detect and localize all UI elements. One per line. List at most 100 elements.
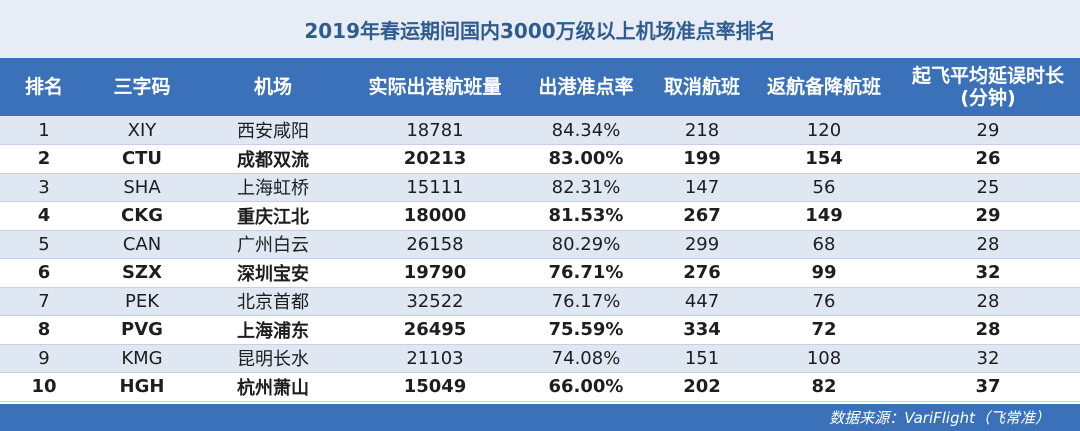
- cell-rank: 5: [0, 230, 88, 259]
- cell-ontime: 84.34%: [520, 116, 652, 145]
- table-row: 2 CTU 成都双流 20213 83.00% 199 154 26: [0, 144, 1080, 174]
- header-rank: 排名: [24, 76, 63, 98]
- cell-airport: 深圳宝安: [196, 258, 350, 288]
- cell-ontime: 82.31%: [520, 173, 652, 202]
- cell-airport: 昆明长水: [196, 344, 350, 373]
- header-delay-line2: (分钟): [960, 87, 1016, 109]
- cell-rank: 2: [0, 144, 88, 174]
- table-body: 1 XIY 西安咸阳 18781 84.34% 218 120 29 2 CTU 成都双流 20213…: [0, 116, 1080, 402]
- cell-airport: 北京首都: [196, 287, 350, 316]
- cell-diverted: 99: [752, 258, 896, 288]
- header-delay: 起飞平均延误时长 (分钟): [896, 58, 1080, 116]
- cell-cancelled: 199: [652, 144, 752, 174]
- header-delay-line1: 起飞平均延误时长: [911, 65, 1064, 87]
- cell-code: PEK: [88, 287, 196, 316]
- table-row: 1 XIY 西安咸阳 18781 84.34% 218 120 29: [0, 116, 1080, 145]
- cell-delay: 28: [896, 287, 1080, 316]
- cell-rank: 6: [0, 258, 88, 288]
- cell-ontime: 81.53%: [520, 201, 652, 231]
- cell-delay: 37: [896, 372, 1080, 402]
- cell-code: HGH: [88, 372, 196, 402]
- cell-diverted: 68: [752, 230, 896, 259]
- cell-rank: 3: [0, 173, 88, 202]
- cell-flights: 18000: [350, 201, 520, 231]
- cell-delay: 25: [896, 173, 1080, 202]
- cell-cancelled: 218: [652, 116, 752, 145]
- header-code: 三字码: [113, 76, 171, 98]
- cell-delay: 32: [896, 258, 1080, 288]
- cell-code: SZX: [88, 258, 196, 288]
- cell-cancelled: 447: [652, 287, 752, 316]
- source-footer: 数据来源：VariFlight（飞常准）: [0, 404, 1080, 431]
- cell-flights: 32522: [350, 287, 520, 316]
- cell-ontime: 74.08%: [520, 344, 652, 373]
- cell-rank: 10: [0, 372, 88, 402]
- table-row: 5 CAN 广州白云 26158 80.29% 299 68 28: [0, 230, 1080, 259]
- cell-code: CKG: [88, 201, 196, 231]
- cell-cancelled: 267: [652, 201, 752, 231]
- cell-code: SHA: [88, 173, 196, 202]
- cell-airport: 杭州萧山: [196, 372, 350, 402]
- cell-cancelled: 334: [652, 315, 752, 345]
- cell-code: CTU: [88, 144, 196, 174]
- cell-delay: 29: [896, 116, 1080, 145]
- table-title: 2019年春运期间国内3000万级以上机场准点率排名: [0, 0, 1080, 58]
- header-airport: 机场: [253, 76, 292, 98]
- cell-ontime: 83.00%: [520, 144, 652, 174]
- header-diverted: 返航备降航班: [766, 76, 881, 98]
- cell-cancelled: 151: [652, 344, 752, 373]
- cell-flights: 15111: [350, 173, 520, 202]
- cell-delay: 28: [896, 315, 1080, 345]
- cell-ontime: 75.59%: [520, 315, 652, 345]
- cell-diverted: 149: [752, 201, 896, 231]
- header-flights: 实际出港航班量: [368, 76, 502, 98]
- cell-cancelled: 147: [652, 173, 752, 202]
- cell-cancelled: 202: [652, 372, 752, 402]
- cell-airport: 上海浦东: [196, 315, 350, 345]
- cell-flights: 18781: [350, 116, 520, 145]
- cell-delay: 28: [896, 230, 1080, 259]
- table-row: 6 SZX 深圳宝安 19790 76.71% 276 99 32: [0, 258, 1080, 288]
- cell-diverted: 108: [752, 344, 896, 373]
- cell-code: CAN: [88, 230, 196, 259]
- cell-ontime: 80.29%: [520, 230, 652, 259]
- cell-airport: 上海虹桥: [196, 173, 350, 202]
- cell-flights: 21103: [350, 344, 520, 373]
- cell-code: KMG: [88, 344, 196, 373]
- cell-delay: 29: [896, 201, 1080, 231]
- cell-diverted: 120: [752, 116, 896, 145]
- header-ontime: 出港准点率: [538, 76, 634, 98]
- cell-cancelled: 299: [652, 230, 752, 259]
- cell-diverted: 76: [752, 287, 896, 316]
- source-note: 数据来源：VariFlight（飞常准）: [829, 409, 1050, 427]
- header-row: 排名 三字码 机场 实际出港航班量 出港准点率 取消航班 返航备降航班 起飞平均…: [0, 58, 1080, 116]
- cell-flights: 19790: [350, 258, 520, 288]
- cell-ontime: 76.17%: [520, 287, 652, 316]
- table-row: 8 PVG 上海浦东 26495 75.59% 334 72 28: [0, 315, 1080, 345]
- table-row: 7 PEK 北京首都 32522 76.17% 447 76 28: [0, 287, 1080, 316]
- cell-airport: 西安咸阳: [196, 116, 350, 145]
- cell-flights: 20213: [350, 144, 520, 174]
- cell-flights: 26495: [350, 315, 520, 345]
- cell-diverted: 56: [752, 173, 896, 202]
- cell-delay: 26: [896, 144, 1080, 174]
- cell-rank: 7: [0, 287, 88, 316]
- cell-flights: 26158: [350, 230, 520, 259]
- table-row: 4 CKG 重庆江北 18000 81.53% 267 149 29: [0, 201, 1080, 231]
- cell-airport: 广州白云: [196, 230, 350, 259]
- cell-flights: 15049: [350, 372, 520, 402]
- cell-code: PVG: [88, 315, 196, 345]
- cell-ontime: 66.00%: [520, 372, 652, 402]
- cell-diverted: 154: [752, 144, 896, 174]
- header-cancelled: 取消航班: [663, 76, 740, 98]
- cell-diverted: 72: [752, 315, 896, 345]
- table-row: 10 HGH 杭州萧山 15049 66.00% 202 82 37: [0, 372, 1080, 402]
- cell-airport: 成都双流: [196, 144, 350, 174]
- table-row: 9 KMG 昆明长水 21103 74.08% 151 108 32: [0, 344, 1080, 373]
- table-row: 3 SHA 上海虹桥 15111 82.31% 147 56 25: [0, 173, 1080, 202]
- cell-diverted: 82: [752, 372, 896, 402]
- cell-delay: 32: [896, 344, 1080, 373]
- cell-airport: 重庆江北: [196, 201, 350, 231]
- ranking-table: 排名 三字码 机场 实际出港航班量 出港准点率 取消航班 返航备降航班 起飞平均…: [0, 58, 1080, 402]
